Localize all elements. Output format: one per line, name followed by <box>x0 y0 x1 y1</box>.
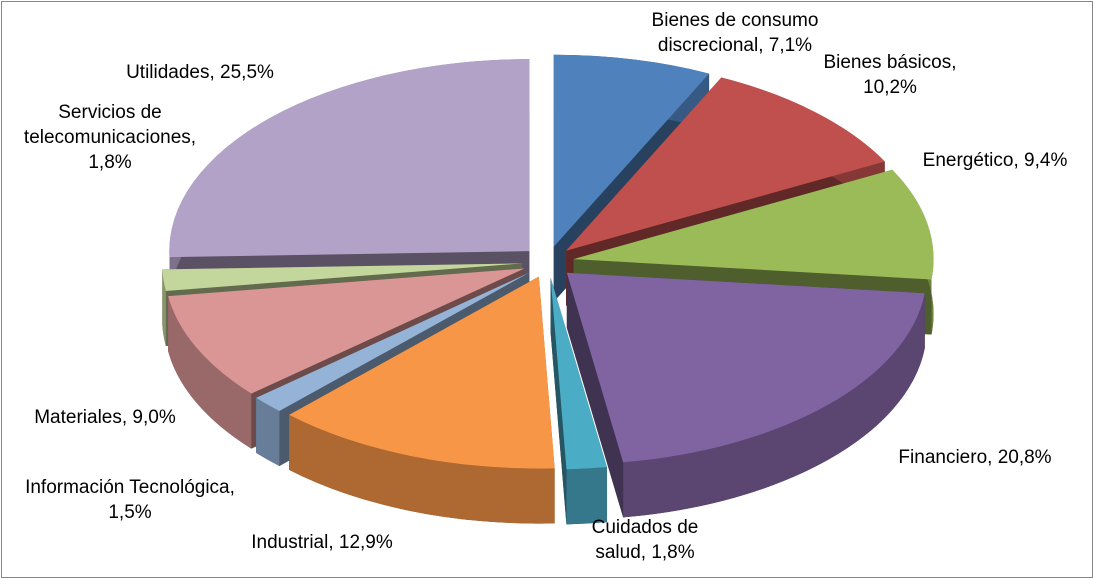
slice-radial-side <box>566 272 624 518</box>
data-label: Cuidados de salud, 1,8% <box>591 517 699 563</box>
pie-slice <box>566 272 925 463</box>
data-label: Energético, 9,4% <box>922 150 1068 171</box>
pie-slice <box>168 268 525 394</box>
pie-slice <box>550 277 607 470</box>
slice-outer-side <box>566 467 607 525</box>
pie-slice <box>162 263 523 292</box>
slice-outer-side <box>162 269 166 347</box>
data-label: Información Tecnológica, 1,5% <box>25 477 235 523</box>
slice-outer-side <box>256 397 280 467</box>
pie-slice <box>289 276 555 469</box>
slice-outer-side <box>168 296 252 449</box>
data-label: Bienes de consumo discrecional, 7,1% <box>651 10 819 56</box>
pie-slice <box>256 272 530 412</box>
data-label: Utilidades, 25,5% <box>126 62 274 83</box>
data-label: Materiales, 9,0% <box>34 407 176 428</box>
data-label: Financiero, 20,8% <box>898 447 1052 468</box>
data-label: Bienes básicos, 10,2% <box>823 52 957 98</box>
slice-radial-side <box>550 277 567 525</box>
slice-outer-side <box>289 414 555 524</box>
data-label: Industrial, 12,9% <box>251 532 393 553</box>
slice-outer-side <box>623 293 925 518</box>
data-label: Servicios de telecomunicaciones, 1,8% <box>23 102 197 173</box>
pie-slice <box>553 54 710 247</box>
pie-slice <box>573 169 934 280</box>
pie-slice <box>566 77 885 251</box>
pie-slice <box>169 59 530 258</box>
